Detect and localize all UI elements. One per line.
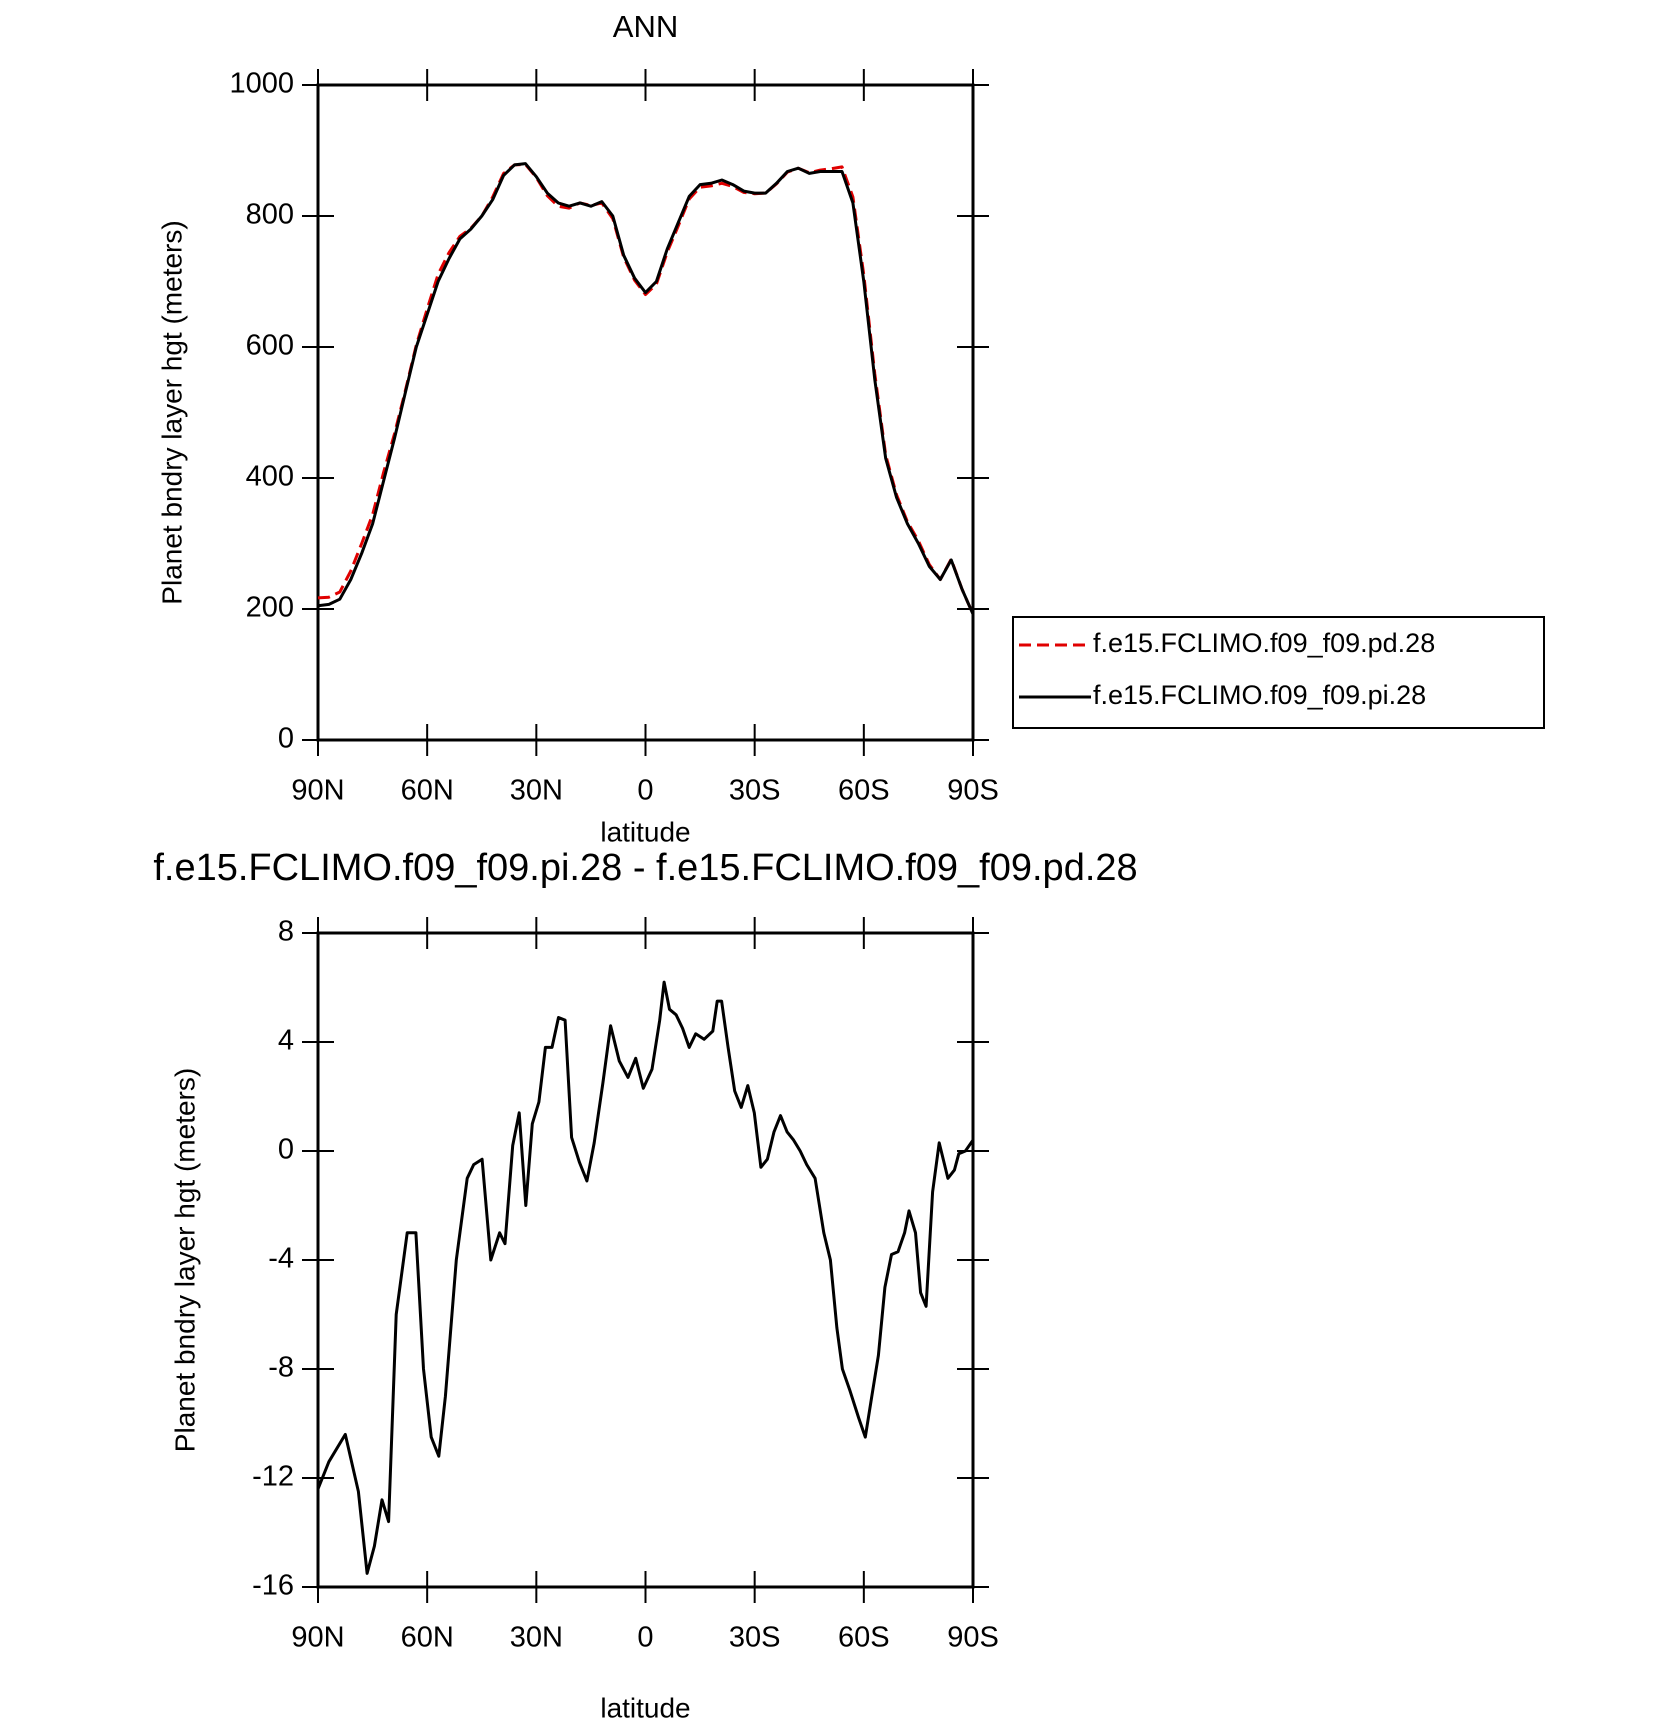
y-axis-label: Planet bndry layer hgt (meters) [169,1068,200,1452]
x-tick-label: 30N [510,1622,563,1654]
x-tick-label: 0 [637,1622,653,1654]
x-tick-label: 90N [291,775,344,807]
x-tick-label: 60S [838,1622,890,1654]
x-tick-label: 90N [291,1622,344,1654]
x-tick-label: 30S [729,1622,781,1654]
x-axis-label: latitude [600,816,690,847]
x-tick-label: 0 [637,775,653,807]
y-tick-label: 1000 [229,68,294,100]
y-tick-label: -8 [268,1352,294,1384]
y-tick-label: -16 [252,1570,294,1602]
x-tick-label: 60S [838,775,890,807]
legend-box [1012,616,1545,729]
x-axis-label: latitude [600,1692,690,1719]
chart-title: ANN [613,9,678,44]
x-tick-label: 30S [729,775,781,807]
y-tick-label: 600 [246,330,294,362]
y-tick-label: -4 [268,1243,294,1275]
legend-label: f.e15.FCLIMO.f09_f09.pi.28 [1093,680,1426,710]
y-tick-label: -12 [252,1461,294,1493]
x-tick-label: 30N [510,775,563,807]
legend-label: f.e15.FCLIMO.f09_f09.pd.28 [1093,628,1435,658]
y-axis-label: Planet bndry layer hgt (meters) [156,220,187,604]
x-tick-label: 90S [947,1622,999,1654]
chart-title: f.e15.FCLIMO.f09_f09.pi.28 - f.e15.FCLIM… [153,847,1137,889]
plot-frame [316,83,975,742]
legend: f.e15.FCLIMO.f09_f09.pd.28 f.e15.FCLIMO.f… [1012,616,1545,729]
y-tick-label: 0 [278,1134,294,1166]
series-line [317,162,975,615]
y-tick-label: 200 [246,592,294,624]
y-tick-label: 400 [246,461,294,493]
series-line [317,162,975,615]
y-tick-label: 0 [278,723,294,755]
y-tick-label: 8 [278,916,294,948]
difference-line [316,980,975,1575]
x-tick-label: 60N [401,1622,454,1654]
x-tick-label: 90S [947,775,999,807]
y-tick-label: 4 [278,1025,294,1057]
y-tick-label: 800 [246,199,294,231]
x-tick-label: 60N [401,775,454,807]
